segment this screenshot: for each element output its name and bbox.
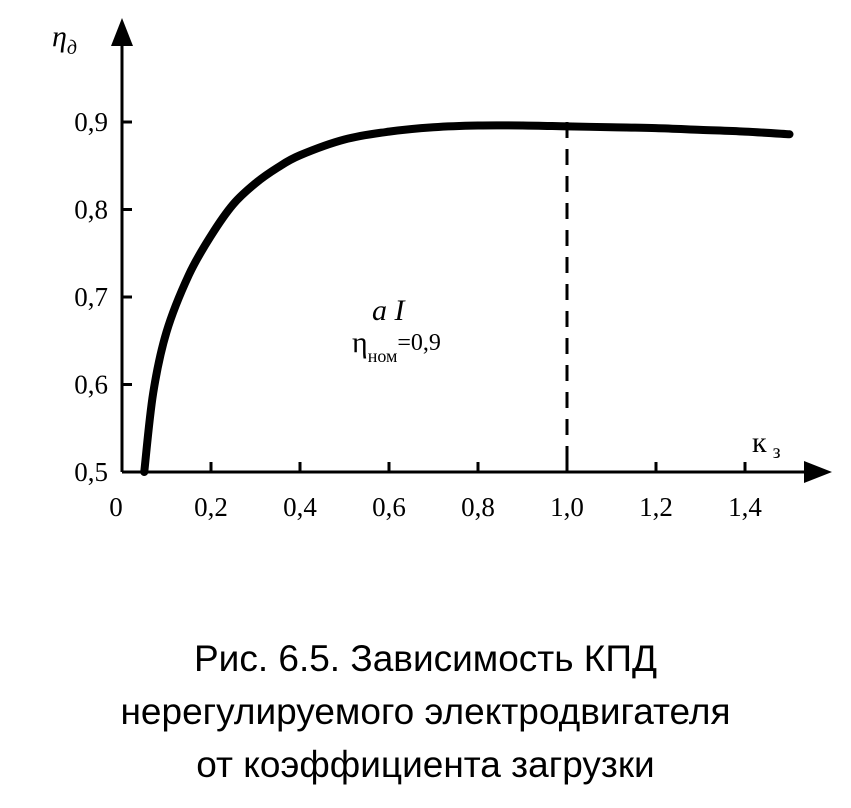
y-tick-label: 0,7 [74,282,108,312]
x-tick-label: 0,4 [283,492,317,522]
x-ticks: 0 0,2 0,4 0,6 0,8 1,0 1,2 1,4 [109,462,762,522]
y-tick-label: 0,9 [74,107,108,137]
x-axis-arrow [804,461,832,483]
x-tick-label: 0,8 [461,492,495,522]
annotation-line1: a I [372,294,407,327]
y-axis-label: ηд [52,20,77,59]
annotation-value: =0,9 [397,330,441,356]
x-axis-label-sub: з [773,441,781,463]
annotation-eta: η [352,326,368,359]
y-ticks: 0,5 0,6 0,7 0,8 0,9 [74,107,132,487]
y-tick-label: 0,6 [74,370,108,400]
efficiency-curve [140,121,794,476]
efficiency-chart: 0,5 0,6 0,7 0,8 0,9 0 0,2 0,4 0,6 0,8 1,0 1,2 1,4 η… [52,18,832,522]
annotation-sub: ном [368,346,398,366]
caption-line-1: Рис. 6.5. Зависимость КПД [193,638,658,679]
annotation-line2: ηном=0,9 [352,326,441,366]
caption-line-3: от коэффициента загрузки [196,744,655,785]
figure-caption: Рис. 6.5. Зависимость КПД нерегулируемог… [0,632,851,791]
y-tick-label: 0,8 [74,195,108,225]
x-axis-label-main: к [752,426,767,459]
y-axis-arrow [111,18,133,46]
x-tick-label: 0,2 [194,492,228,522]
x-tick-label: 1,4 [728,492,762,522]
y-axis-label-main: η [52,20,67,53]
x-tick-label: 1,2 [639,492,673,522]
x-tick-label: 1,0 [550,492,584,522]
x-tick-label: 0,6 [372,492,406,522]
caption-line-2: нерегулируемого электродвигателя [120,691,731,732]
y-tick-label: 0,5 [74,457,108,487]
y-axis-label-sub: д [67,37,77,59]
x-tick-label: 0 [109,492,123,522]
